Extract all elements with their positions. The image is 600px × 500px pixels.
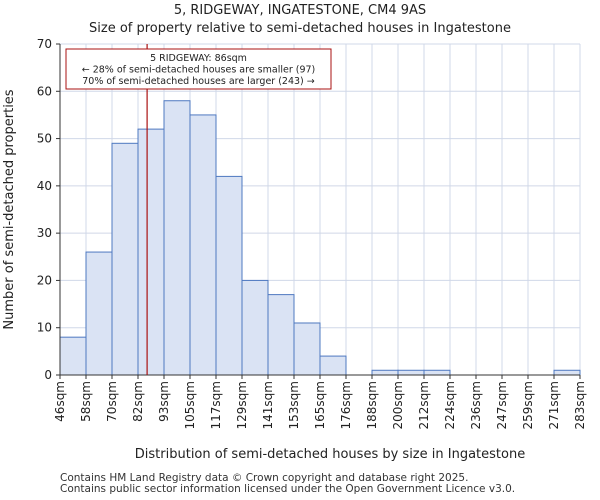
bar-93sqm — [163, 100, 191, 376]
y-tick-label: 60 — [37, 84, 52, 98]
chart-subtitle: Size of property relative to semi-detach… — [89, 21, 511, 36]
x-tick-label: 46sqm — [53, 381, 67, 422]
x-tick-label: 93sqm — [157, 381, 171, 422]
annotation-line-2: ← 28% of semi-detached houses are smalle… — [82, 65, 316, 76]
footer-line-1: Contains HM Land Registry data © Crown c… — [60, 472, 469, 484]
bar-271sqm — [553, 369, 581, 376]
y-tick-label: 40 — [37, 179, 52, 193]
bar-46sqm — [59, 336, 87, 376]
bar-70sqm — [111, 142, 139, 376]
annotation-line-3: 70% of semi-detached houses are larger (… — [82, 76, 315, 87]
x-tick-label: 153sqm — [287, 381, 301, 429]
y-axis-title: Number of semi-detached properties — [2, 89, 17, 329]
bar-153sqm — [293, 322, 321, 376]
x-tick-label: 224sqm — [443, 381, 457, 429]
y-tick-label: 10 — [37, 321, 52, 335]
x-tick-label: 70sqm — [105, 381, 119, 422]
x-tick-label: 82sqm — [131, 381, 145, 422]
bar-141sqm — [267, 294, 295, 376]
x-tick-label: 188sqm — [365, 381, 379, 429]
chart-title: 5, RIDGEWAY, INGATESTONE, CM4 9AS — [173, 3, 427, 18]
bar-165sqm — [319, 355, 347, 376]
bar-58sqm — [85, 251, 113, 376]
x-tick-label: 271sqm — [547, 381, 561, 429]
x-tick-label: 212sqm — [417, 381, 431, 429]
x-tick-label: 247sqm — [495, 381, 509, 429]
y-tick-label: 0 — [44, 368, 52, 382]
x-tick-label: 105sqm — [183, 381, 197, 429]
annotation-box — [65, 48, 332, 90]
bar-117sqm — [215, 175, 243, 376]
bar-188sqm — [371, 369, 399, 376]
x-axis-title: Distribution of semi-detached houses by … — [135, 447, 525, 462]
x-tick-label: 141sqm — [261, 381, 275, 429]
x-tick-label: 176sqm — [339, 381, 353, 429]
x-tick-label: 200sqm — [391, 381, 405, 429]
bar-105sqm — [189, 114, 217, 376]
y-tick-label: 70 — [37, 37, 52, 51]
x-tick-label: 117sqm — [209, 381, 223, 429]
y-tick-label: 50 — [37, 132, 52, 146]
y-tick-label: 30 — [37, 226, 52, 240]
x-tick-label: 259sqm — [521, 381, 535, 429]
bar-200sqm — [397, 369, 425, 376]
bar-129sqm — [241, 279, 269, 376]
x-tick-label: 236sqm — [469, 381, 483, 429]
x-tick-label: 283sqm — [573, 381, 587, 429]
x-tick-label: 165sqm — [313, 381, 327, 429]
bar-82sqm — [137, 128, 165, 376]
y-tick-label: 20 — [37, 273, 52, 287]
x-tick-label: 58sqm — [79, 381, 93, 422]
annotation-line-1: 5 RIDGEWAY: 86sqm — [150, 53, 247, 64]
bar-212sqm — [423, 369, 451, 376]
x-tick-label: 129sqm — [235, 381, 249, 429]
footer-line-2: Contains public sector information licen… — [60, 483, 516, 495]
